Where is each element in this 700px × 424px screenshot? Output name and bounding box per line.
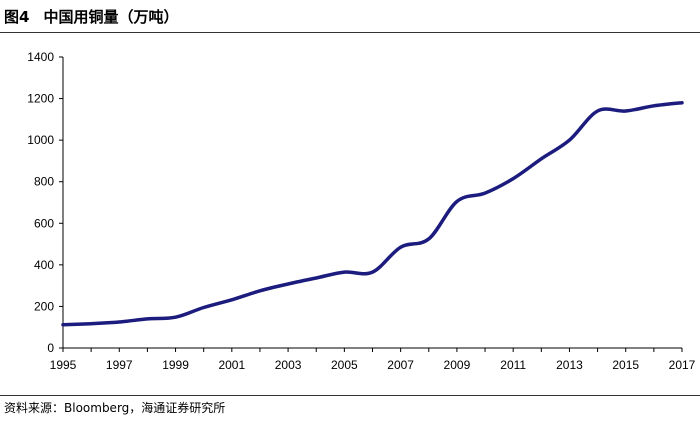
data-point [90, 322, 93, 325]
data-point [315, 276, 318, 279]
data-point [596, 109, 599, 112]
data-point [174, 316, 177, 319]
data-point [680, 101, 683, 104]
x-tick-label: 1999 [162, 358, 189, 372]
data-point [118, 320, 121, 323]
data-point [202, 306, 205, 309]
x-tick-label: 2013 [556, 358, 583, 372]
y-tick-label: 0 [47, 341, 54, 355]
x-tick-label: 2011 [500, 358, 526, 372]
data-point [287, 282, 290, 285]
line-chart: 0 200 400 600 800 1000 1200 1400 1995 1997 1999 200… [27, 50, 696, 372]
figure-title: 图4 中国用铜量（万吨） [4, 6, 178, 28]
data-point [624, 109, 627, 112]
y-tick-label: 400 [34, 258, 54, 272]
data-point [483, 192, 486, 195]
y-tick-label: 600 [34, 216, 54, 230]
data-point [146, 317, 149, 320]
data-point [399, 246, 402, 249]
x-tick-label: 1995 [50, 358, 77, 372]
top-rule [0, 32, 700, 33]
data-point [512, 177, 515, 180]
y-tick-label: 1000 [27, 133, 54, 147]
series-line-0 [61, 100, 684, 327]
source-note: 资料来源：Bloomberg，海通证券研究所 [4, 401, 226, 415]
data-point [230, 298, 233, 301]
y-tick-label: 800 [34, 175, 54, 189]
x-tick-label: 2003 [275, 358, 302, 372]
data-point [652, 104, 655, 107]
data-point [540, 157, 543, 160]
x-tick-label: 2001 [218, 358, 245, 372]
bottom-rule [0, 395, 700, 396]
data-point [455, 200, 458, 203]
x-tick-label: 2005 [331, 358, 358, 372]
x-tick-label: 2015 [612, 358, 639, 372]
figure-title-text: 中国用铜量（万吨） [43, 8, 179, 26]
x-tick-label: 1997 [106, 358, 133, 372]
x-tick-label: 2009 [444, 358, 471, 372]
data-point [343, 271, 346, 274]
x-tick-label: 2007 [387, 358, 414, 372]
y-tick-label: 200 [34, 299, 54, 313]
data-point [61, 323, 64, 326]
figure-label: 图4 [4, 8, 30, 26]
y-tick-label: 1400 [27, 50, 54, 64]
x-tick-label: 2017 [669, 358, 696, 372]
data-point [371, 271, 374, 274]
y-tick-label: 1200 [27, 92, 54, 106]
data-point [258, 289, 261, 292]
data-point [427, 237, 430, 240]
data-point [568, 139, 571, 142]
